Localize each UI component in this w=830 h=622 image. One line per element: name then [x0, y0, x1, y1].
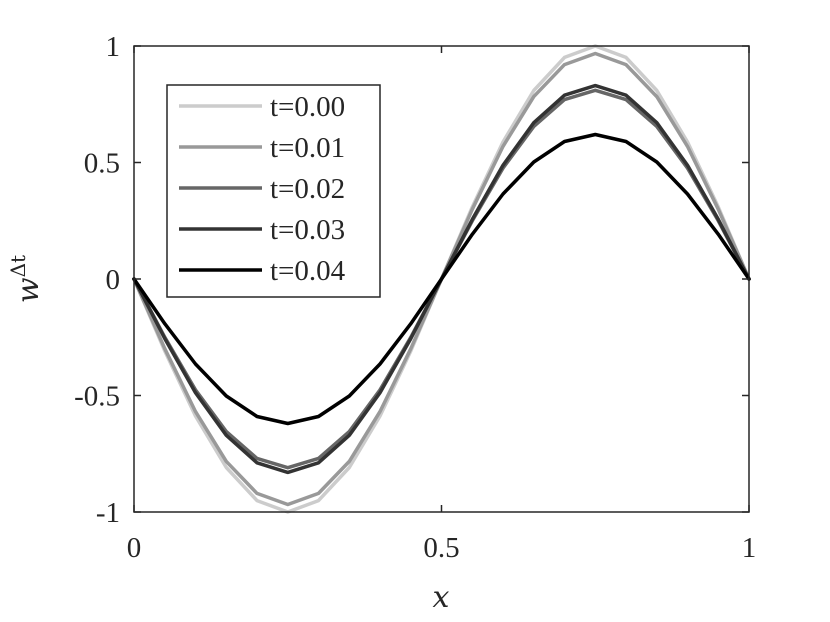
series-line-4 [132, 132, 751, 426]
y-tick-label: 0 [106, 264, 121, 296]
y-tick-label: 1 [106, 31, 121, 63]
y-axis-label-superscript: Δt [6, 255, 30, 277]
x-tick-label: 0.5 [423, 532, 459, 564]
legend-label-1: t=0.01 [270, 132, 345, 164]
x-axis-label: x [433, 580, 450, 615]
y-tick-label: -1 [96, 497, 120, 529]
legend-label-3: t=0.03 [270, 214, 345, 246]
legend-label-0: t=0.00 [270, 91, 345, 123]
svg-text:wΔt: wΔt [6, 255, 46, 303]
x-tick-label: 1 [742, 532, 757, 564]
legend-label-2: t=0.02 [270, 173, 345, 205]
legend: t=0.00 t=0.01 t=0.02 t=0.03 t=0.04 [166, 84, 381, 298]
y-tick-label: 0.5 [84, 148, 120, 180]
ticks-layer: 0 0.5 1 -1 -0.5 0 0.5 1 [74, 31, 756, 564]
series-layer [132, 44, 751, 514]
y-tick-label: -0.5 [74, 381, 120, 413]
legend-box [166, 84, 381, 298]
y-axis-label-base: w [11, 277, 46, 303]
legend-items: t=0.00 t=0.01 t=0.02 t=0.03 t=0.04 [179, 91, 346, 287]
x-tick-label: 0 [127, 532, 142, 564]
legend-label-4: t=0.04 [270, 255, 346, 287]
y-axis-label: wΔt [6, 255, 46, 303]
